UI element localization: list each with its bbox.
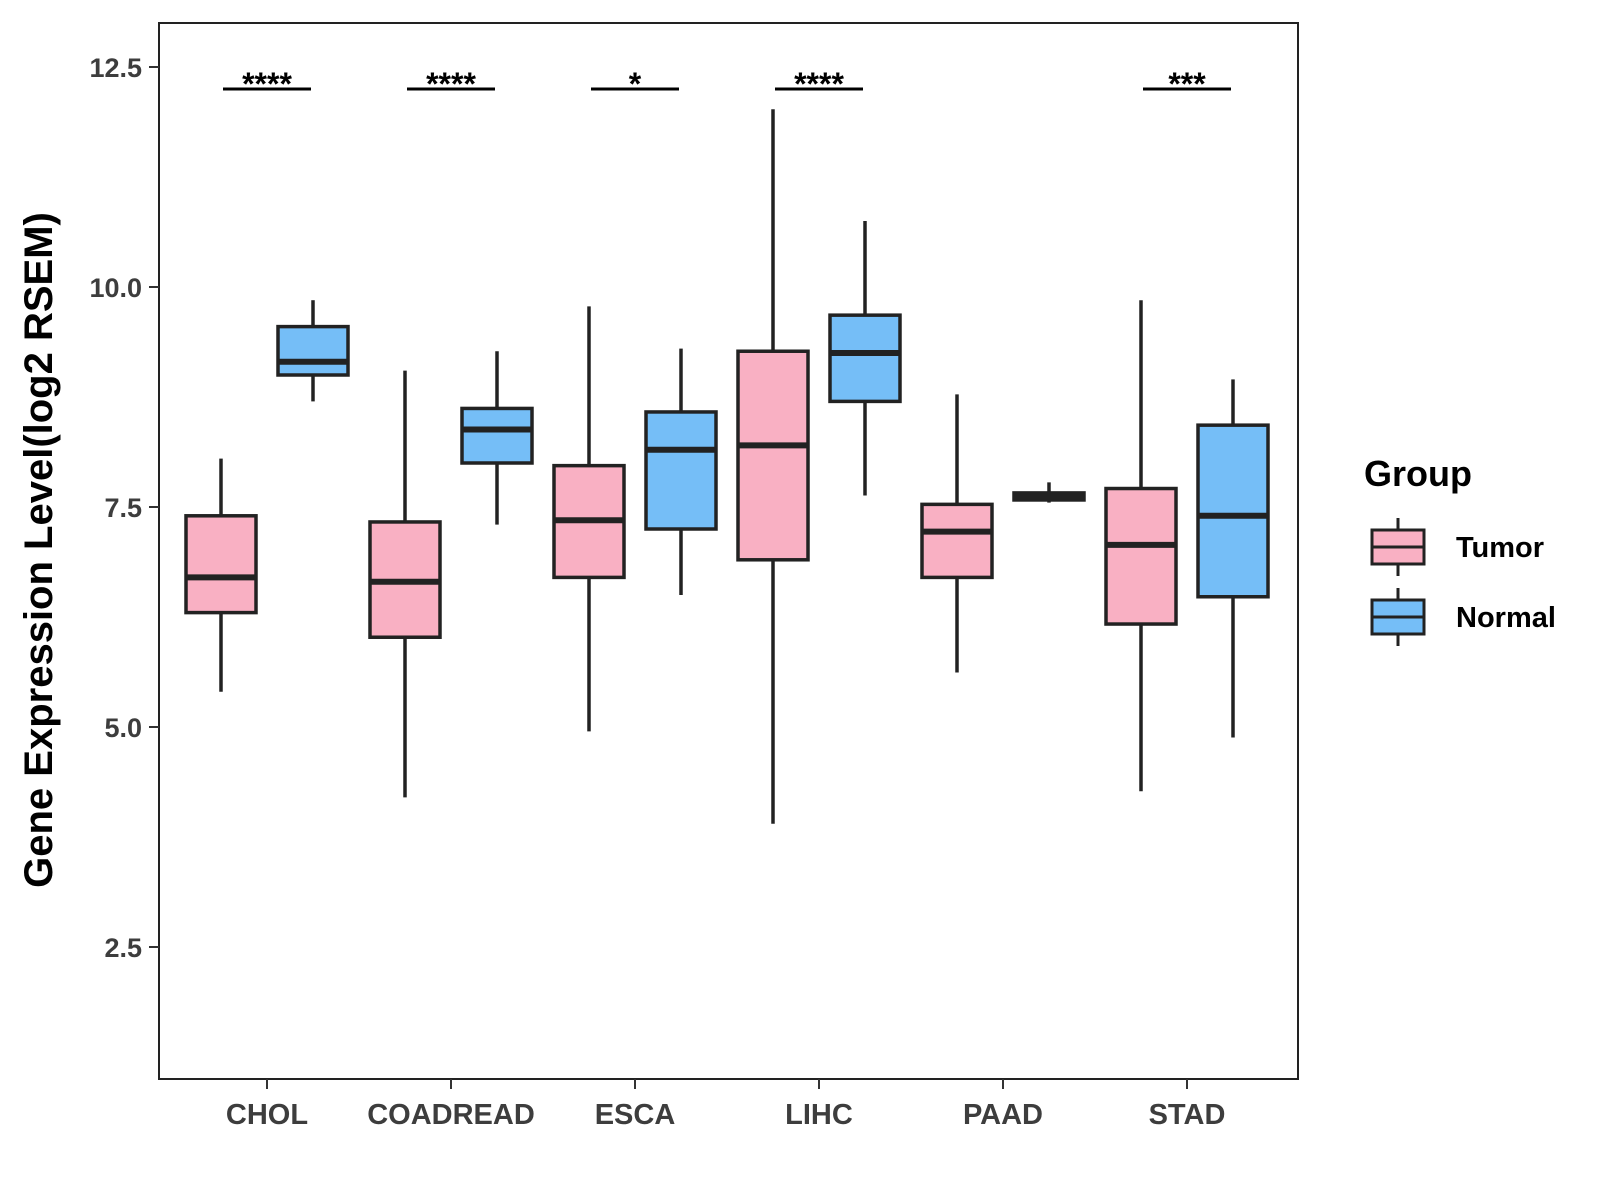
- box-tumor-lihc: [736, 109, 810, 824]
- box-tumor-esca: [552, 306, 626, 732]
- legend-entry-tumor: Tumor: [1370, 518, 1544, 576]
- box-normal-coadread: [460, 351, 534, 525]
- box-body: [736, 349, 810, 562]
- legend: Group Tumor Normal: [1364, 453, 1556, 646]
- box-series: [184, 109, 1270, 824]
- plot-area: [158, 22, 1299, 1080]
- box-body: [276, 324, 350, 377]
- x-tick-label: LIHC: [785, 1099, 853, 1131]
- box-body: [920, 502, 994, 580]
- box-tumor-stad: [1104, 300, 1178, 792]
- box-normal-esca: [644, 348, 718, 595]
- y-tick-label: 5.0: [104, 713, 142, 743]
- significance-label: ****: [794, 66, 844, 102]
- box-normal-lihc: [828, 221, 902, 496]
- significance-label: ***: [1168, 66, 1206, 102]
- x-tick-label: STAD: [1149, 1099, 1226, 1131]
- box-body: [828, 313, 902, 404]
- x-axis: CHOL COADREAD ESCA LIHC PAAD STAD: [226, 1079, 1225, 1131]
- x-tick-label: ESCA: [595, 1099, 676, 1131]
- y-tick-label: 7.5: [104, 493, 142, 523]
- box-tumor-coadread: [368, 370, 442, 798]
- significance-label: ****: [426, 66, 476, 102]
- box-tumor-paad: [920, 394, 994, 673]
- y-tick-label: 12.5: [89, 53, 142, 83]
- plot-border: [158, 22, 1299, 1080]
- box-body: [644, 410, 718, 531]
- y-tick-label: 10.0: [89, 273, 142, 303]
- legend-entry-normal: Normal: [1370, 588, 1556, 646]
- significance-label: *: [629, 66, 642, 102]
- box-body: [184, 514, 258, 615]
- box-normal-paad: [1012, 482, 1086, 503]
- box-body: [1104, 486, 1178, 626]
- y-axis-title: Gene Expression Level(log2 RSEM): [17, 212, 61, 888]
- x-tick-label: PAAD: [963, 1099, 1043, 1131]
- box-body: [1196, 423, 1270, 599]
- significance-label: ****: [242, 66, 292, 102]
- x-tick-label: CHOL: [226, 1099, 308, 1131]
- box-body: [460, 406, 534, 465]
- legend-label: Tumor: [1456, 532, 1544, 564]
- x-tick-label: COADREAD: [367, 1099, 535, 1131]
- legend-label: Normal: [1456, 602, 1556, 634]
- significance-annotations: **** **** * **** ***: [223, 66, 1231, 102]
- y-axis: 2.5 5.0 7.5 10.0 12.5: [89, 53, 159, 963]
- legend-title: Group: [1364, 453, 1472, 494]
- box-tumor-chol: [184, 458, 258, 692]
- y-tick-label: 2.5: [104, 933, 142, 963]
- box-normal-chol: [276, 300, 350, 402]
- box-normal-stad: [1196, 379, 1270, 738]
